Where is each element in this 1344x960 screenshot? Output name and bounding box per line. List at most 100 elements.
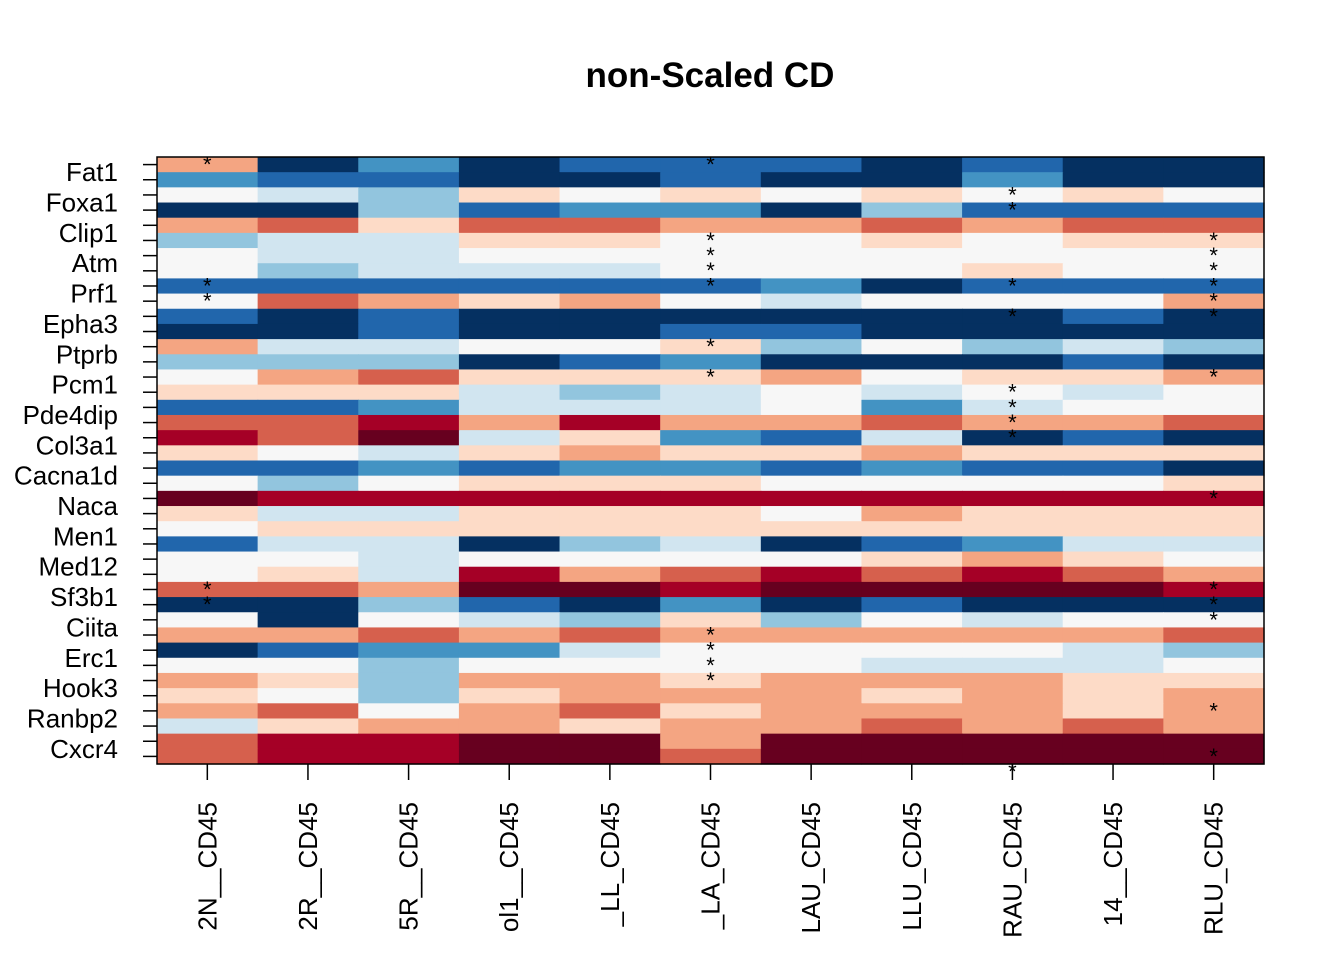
heatmap-cell xyxy=(257,172,359,188)
heatmap-cell xyxy=(861,703,963,720)
x-tick-label: _LL_CD45 xyxy=(595,802,625,927)
heatmap-cell xyxy=(358,642,460,659)
significance-star: * xyxy=(706,334,715,359)
heatmap-cell xyxy=(760,323,863,340)
heatmap-cell xyxy=(660,399,762,416)
heatmap-cell xyxy=(1163,657,1265,674)
heatmap-cell xyxy=(861,688,963,704)
heatmap-cell xyxy=(257,339,359,355)
heatmap-cell xyxy=(861,733,963,750)
heatmap-cell xyxy=(760,187,863,204)
heatmap-cell xyxy=(1062,642,1164,659)
x-tick-label: LAU_CD45 xyxy=(796,802,826,934)
heatmap-cell xyxy=(660,688,762,704)
heatmap-cell xyxy=(1062,293,1164,310)
heatmap-cell xyxy=(157,187,259,204)
heatmap-cell xyxy=(660,475,762,492)
heatmap-cell xyxy=(1062,475,1164,492)
heatmap-cell xyxy=(559,718,661,735)
heatmap-cell xyxy=(760,278,863,295)
heatmap-cell xyxy=(861,323,963,340)
heatmap-cell xyxy=(559,475,661,492)
heatmap-cell xyxy=(660,232,762,249)
heatmap-cell xyxy=(760,414,863,431)
heatmap-cell xyxy=(257,475,359,492)
heatmap-cell xyxy=(1062,566,1164,583)
heatmap-cell xyxy=(760,627,863,644)
heatmap-cell xyxy=(157,521,259,537)
heatmap-cell xyxy=(1163,536,1265,553)
heatmap-cell xyxy=(962,490,1064,507)
heatmap-cell xyxy=(962,627,1064,644)
heatmap-cell xyxy=(861,475,963,492)
heatmap-cell xyxy=(559,369,661,386)
heatmap-cell xyxy=(962,384,1064,401)
heatmap-cell xyxy=(358,248,460,264)
heatmap-cell xyxy=(157,748,259,765)
heatmap-cell xyxy=(559,536,661,553)
heatmap-cell xyxy=(257,551,359,568)
heatmap-cell xyxy=(559,187,661,204)
heatmap-cell xyxy=(358,232,460,249)
heatmap-cell xyxy=(1062,460,1164,477)
heatmap-cell xyxy=(861,339,963,355)
heatmap-cell xyxy=(760,369,863,386)
heatmap-cell xyxy=(157,657,259,674)
heatmap-cell xyxy=(1062,339,1164,355)
heatmap-cell xyxy=(962,597,1064,613)
heatmap-cell xyxy=(760,248,863,264)
significance-star: * xyxy=(1209,592,1218,617)
heatmap-cell xyxy=(962,642,1064,659)
heatmap-cell xyxy=(257,278,359,295)
heatmap-cell xyxy=(1163,157,1265,173)
heatmap-cell xyxy=(660,657,762,674)
heatmap-cell xyxy=(1062,323,1164,340)
heatmap-cell xyxy=(257,248,359,264)
heatmap-cell xyxy=(660,278,762,295)
heatmap-cell xyxy=(559,521,661,537)
significance-star: * xyxy=(706,364,715,389)
heatmap-cell xyxy=(458,369,561,386)
heatmap-cell xyxy=(660,354,762,371)
heatmap-cell xyxy=(358,627,460,644)
heatmap-cell xyxy=(760,339,863,355)
heatmap-cell xyxy=(1062,369,1164,386)
heatmap-cell xyxy=(458,490,561,507)
heatmap-cell xyxy=(458,308,561,325)
heatmap-cell xyxy=(358,612,460,629)
heatmap-cell xyxy=(660,642,762,659)
heatmap-cell xyxy=(861,718,963,735)
heatmap-cell xyxy=(861,445,963,462)
heatmap-cell xyxy=(358,157,460,173)
heatmap-cell xyxy=(861,308,963,325)
heatmap-cell xyxy=(1062,506,1164,522)
heatmap-cell xyxy=(257,308,359,325)
y-tick-label: Pde4dip xyxy=(23,400,118,430)
heatmap-cell xyxy=(559,248,661,264)
heatmap-cell xyxy=(157,217,259,234)
heatmap-cell xyxy=(257,414,359,431)
heatmap-cell xyxy=(1163,475,1265,492)
heatmap-cell xyxy=(760,354,863,371)
heatmap-cell xyxy=(962,278,1064,295)
heatmap-cell xyxy=(760,597,863,613)
heatmap-cell xyxy=(358,490,460,507)
heatmap-cell xyxy=(861,354,963,371)
heatmap-cell xyxy=(1062,232,1164,249)
significance-star: * xyxy=(1008,410,1017,435)
heatmap-cell xyxy=(660,566,762,583)
heatmap-cell xyxy=(760,384,863,401)
heatmap-cell xyxy=(559,627,661,644)
heatmap-cell xyxy=(257,718,359,735)
heatmap-cell xyxy=(1163,566,1265,583)
heatmap-cell xyxy=(257,536,359,553)
heatmap-cell xyxy=(962,263,1064,279)
heatmap-cell xyxy=(257,157,359,173)
heatmap-cell xyxy=(962,217,1064,234)
heatmap-cell xyxy=(458,445,561,462)
heatmap-cell xyxy=(962,703,1064,720)
heatmap-cell xyxy=(257,490,359,507)
heatmap-cell xyxy=(1062,597,1164,613)
heatmap-cell xyxy=(559,384,661,401)
heatmap-cell xyxy=(358,384,460,401)
